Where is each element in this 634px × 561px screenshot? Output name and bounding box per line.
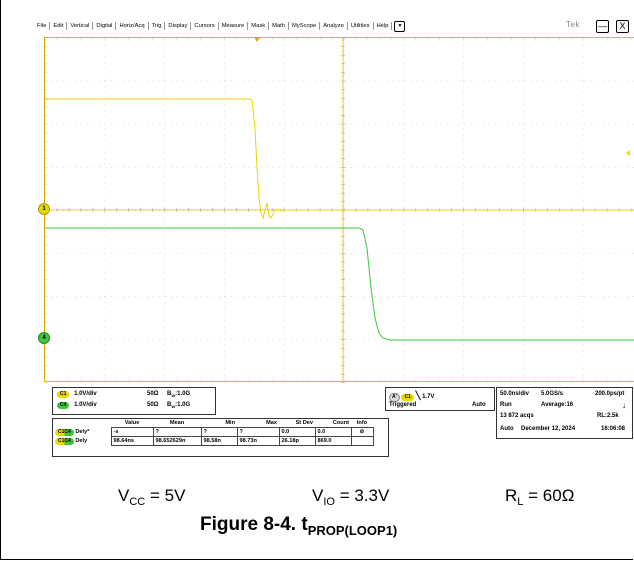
time: 16:06:08: [601, 426, 626, 432]
brand-logo: Tek: [566, 20, 580, 29]
measurement-source-badge: C1C4: [55, 429, 74, 436]
date: December 12, 2024: [521, 426, 576, 432]
measurement-stdev: 26.18p: [278, 436, 316, 446]
resolution: 200.0ps/pt: [595, 391, 625, 397]
vio-caption: VIO = 3.3V: [312, 486, 390, 508]
header-info: Info: [356, 420, 368, 426]
menu-item-vertical[interactable]: Vertical: [67, 22, 94, 30]
measurement-max: 98.73n: [236, 436, 280, 446]
timebase: 50.0ns/div: [500, 391, 530, 397]
header-mean: Mean: [169, 420, 185, 426]
trigger-label: A': [389, 393, 400, 402]
trigger-mode: Auto: [472, 402, 486, 408]
acquisition-mode: Auto: [500, 426, 514, 432]
menu-bar: File Edit Vertical Digital Horiz/Acq Trig Disp…: [34, 18, 406, 34]
trigger-panel[interactable]: A' C1 ╲ 1.7V Triggered Auto: [385, 387, 495, 411]
falling-edge-icon: ╲: [415, 391, 421, 400]
ch4-bandwidth: BW:1.0G: [167, 402, 191, 410]
menu-item-analyze[interactable]: Analyze: [320, 22, 348, 30]
menu-item-trig[interactable]: Trig: [149, 22, 166, 30]
menu-item-cursors[interactable]: Cursors: [191, 22, 219, 30]
warning-icon: ⊘: [350, 427, 374, 437]
header-stdev: St Dev: [295, 420, 313, 426]
measurement-mean: ?: [152, 427, 202, 437]
table-row[interactable]: C1C4 Dely* -s ? ? ? 0.0 0.0 ⊘: [53, 427, 374, 437]
trigger-source: C1: [401, 394, 414, 401]
header-max: Max: [266, 420, 277, 426]
table-row[interactable]: C1C4 Dely 98.64ns 98.652629n 98.58n 98.7…: [53, 436, 374, 446]
ch4-impedance: 50Ω: [147, 402, 159, 408]
menu-item-help[interactable]: Help: [374, 22, 393, 30]
menu-item-measure[interactable]: Measure: [219, 22, 249, 30]
ch1-impedance: 50Ω: [147, 391, 159, 397]
acquisition-count: 13 872 acqs: [500, 413, 534, 419]
minimize-button[interactable]: —: [596, 20, 609, 33]
menu-item-math[interactable]: Math: [269, 22, 290, 30]
average-count: Average:16: [541, 402, 574, 408]
menu-item-file[interactable]: File: [34, 22, 51, 30]
down-arrow-icon: ↓: [622, 401, 626, 410]
figure-caption: Figure 8-4. tPROP(LOOP1): [200, 514, 398, 538]
acquisition-status-panel[interactable]: 50.0ns/div 5.0GS/s 200.0ps/pt Run Averag…: [496, 387, 633, 439]
measurement-source-badge: C1C4: [55, 438, 74, 445]
ch4-settings[interactable]: C4 1.0V/div 50Ω BW:1.0G: [57, 402, 190, 409]
ch1-bandwidth: BW:1.0G: [167, 391, 191, 399]
waveform-display[interactable]: [44, 37, 634, 383]
rl-caption: RL = 60Ω: [505, 486, 575, 508]
measurement-max: ?: [236, 427, 280, 437]
measurement-min: 98.58n: [200, 436, 238, 446]
menu-dropdown-button[interactable]: ▼: [394, 20, 406, 32]
measurement-value: -s: [110, 427, 154, 437]
vcc-caption: VCC = 5V: [118, 486, 186, 508]
run-state: Run: [500, 402, 512, 408]
measurement-name: Dely: [75, 438, 88, 444]
measurement-table: Value Mean Min Max St Dev Count Info C1C…: [52, 418, 389, 457]
ch1-badge: C1: [57, 391, 70, 398]
ch4-badge: C4: [57, 402, 70, 409]
header-min: Min: [225, 420, 235, 426]
close-button[interactable]: X: [616, 20, 629, 33]
trigger-level-icon[interactable]: [626, 150, 630, 156]
trigger-state: Triggered: [389, 402, 417, 408]
ch1-waveform: [45, 98, 634, 220]
measurement-header-row: Value Mean Min Max St Dev Count Info: [53, 419, 373, 428]
menu-item-edit[interactable]: Edit: [50, 22, 68, 30]
header-count: Count: [332, 420, 349, 426]
menu-item-horiz-acq[interactable]: Horiz/Acq: [116, 22, 149, 30]
measurement-name: Dely*: [75, 429, 90, 435]
measurement-count: 869.0: [314, 436, 352, 446]
ch4-scale: 1.0V/div: [74, 402, 97, 408]
menu-item-digital[interactable]: Digital: [93, 22, 117, 30]
measurement-value: 98.64ns: [110, 436, 154, 446]
measurement-info: [350, 436, 374, 446]
menu-item-myscope[interactable]: MyScope: [289, 22, 321, 30]
record-length: RL:2.5k: [597, 413, 619, 419]
measurement-stdev: 0.0: [278, 427, 316, 437]
ch4-waveform: [45, 227, 634, 341]
menu-item-utilities[interactable]: Utilities: [348, 22, 374, 30]
graticule: [45, 38, 634, 383]
header-value: Value: [124, 420, 140, 426]
measurement-count: 0.0: [314, 427, 352, 437]
menu-item-mask[interactable]: Mask: [248, 22, 270, 30]
sample-rate: 5.0GS/s: [541, 391, 564, 397]
ch1-settings[interactable]: C1 1.0V/div 50Ω BW:1.0G: [57, 391, 190, 398]
ch1-scale: 1.0V/div: [74, 391, 97, 397]
channel-panel: C1 1.0V/div 50Ω BW:1.0G C4 1.0V/div 50Ω …: [52, 387, 216, 415]
trigger-position-icon[interactable]: [254, 37, 260, 42]
menu-item-display[interactable]: Display: [165, 22, 192, 30]
trigger-level: 1.7V: [422, 394, 435, 400]
measurement-min: ?: [200, 427, 238, 437]
ch1-ground-marker[interactable]: 1: [38, 203, 50, 215]
measurement-mean: 98.652629n: [152, 436, 202, 446]
ch4-ground-marker[interactable]: 4: [38, 332, 50, 344]
